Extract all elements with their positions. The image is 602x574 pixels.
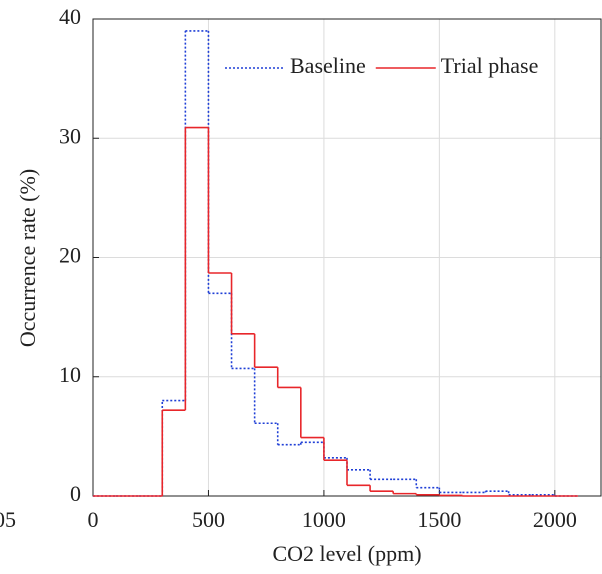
x-tick-label: 1000 xyxy=(302,507,346,532)
x-axis-label: CO2 level (ppm) xyxy=(272,541,421,566)
legend-label: Baseline xyxy=(290,53,366,78)
y-tick-label: 10 xyxy=(59,362,81,387)
legend-label: Trial phase xyxy=(441,53,539,78)
x-tick-label: 0 xyxy=(88,507,99,532)
y-tick-label: 0 xyxy=(70,481,81,506)
x-tick-label: 2000 xyxy=(533,507,577,532)
clipped-text: 05 xyxy=(0,507,16,532)
y-tick-label: 40 xyxy=(59,4,81,29)
y-tick-label: 20 xyxy=(59,243,81,268)
x-tick-label: 1500 xyxy=(417,507,461,532)
plot-frame xyxy=(92,18,602,497)
y-axis-label: Occurrence rate (%) xyxy=(15,169,40,347)
x-tick-label: 500 xyxy=(192,507,225,532)
y-tick-label: 30 xyxy=(59,123,81,148)
